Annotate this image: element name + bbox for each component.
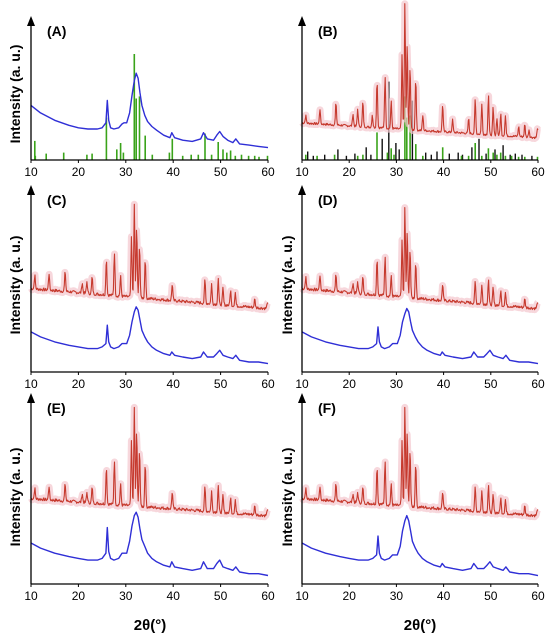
x-tick-label: 30 xyxy=(390,589,404,603)
x-tick-label: 20 xyxy=(72,377,86,391)
pattern-line-red xyxy=(301,207,539,311)
x-axis-title: 2θ(°) xyxy=(404,617,436,634)
pattern-line-red xyxy=(30,406,269,518)
x-tick-label: 50 xyxy=(214,165,228,179)
y-axis-title: Intensity (a. u.) xyxy=(279,236,295,335)
panel-label: (F) xyxy=(318,400,336,416)
pattern-line-red xyxy=(301,3,539,140)
x-tick-label: 20 xyxy=(72,589,86,603)
x-tick-label: 10 xyxy=(295,165,309,179)
x-tick-label: 60 xyxy=(261,377,275,391)
x-tick-label: 30 xyxy=(390,165,404,179)
panel-0: 10 20 30 40 50 60 (A) xyxy=(24,16,275,179)
x-tick-label: 30 xyxy=(119,165,133,179)
x-tick-label: 20 xyxy=(343,589,357,603)
y-axis-arrow-icon xyxy=(27,185,35,195)
panel-label: (E) xyxy=(47,400,66,416)
pattern-line-red xyxy=(301,406,539,518)
panel-5: 10 20 30 40 50 60 (F) xyxy=(295,393,545,603)
x-tick-label: 30 xyxy=(119,589,133,603)
y-axis-arrow-icon xyxy=(298,185,306,195)
x-tick-label: 60 xyxy=(261,165,275,179)
x-tick-label: 10 xyxy=(295,377,309,391)
x-tick-label: 60 xyxy=(261,589,275,603)
x-tick-label: 20 xyxy=(72,165,86,179)
panel-label: (C) xyxy=(47,192,66,208)
x-tick-label: 50 xyxy=(214,377,228,391)
x-tick-label: 50 xyxy=(214,589,228,603)
y-axis-title: Intensity (a. u.) xyxy=(7,236,23,335)
x-tick-label: 10 xyxy=(24,165,38,179)
x-tick-label: 40 xyxy=(437,165,451,179)
y-axis-title: Intensity (a. u.) xyxy=(279,448,295,547)
panel-3: 10 20 30 40 50 60 (D) xyxy=(295,185,545,391)
panel-label: (D) xyxy=(318,192,337,208)
y-axis-arrow-icon xyxy=(298,393,306,403)
x-tick-label: 30 xyxy=(119,377,133,391)
x-tick-label: 20 xyxy=(343,165,357,179)
y-axis-title: Intensity (a. u.) xyxy=(7,448,23,547)
x-tick-label: 30 xyxy=(390,377,404,391)
x-tick-label: 60 xyxy=(531,377,545,391)
pattern-halo xyxy=(299,204,541,314)
y-axis-title: Intensity (a. u.) xyxy=(7,45,23,144)
x-tick-label: 50 xyxy=(484,377,498,391)
y-axis-arrow-icon xyxy=(27,393,35,403)
x-tick-label: 50 xyxy=(484,165,498,179)
x-tick-label: 10 xyxy=(295,589,309,603)
y-axis-arrow-icon xyxy=(298,16,306,26)
pattern-line-blue xyxy=(30,511,269,577)
x-tick-label: 40 xyxy=(437,377,451,391)
x-tick-label: 20 xyxy=(343,377,357,391)
x-tick-label: 40 xyxy=(167,377,181,391)
panel-2: 10 20 30 40 50 60 (C) xyxy=(24,185,275,391)
panel-4: 10 20 30 40 50 60 (E) xyxy=(24,393,275,603)
x-tick-label: 40 xyxy=(167,165,181,179)
x-tick-label: 60 xyxy=(531,589,545,603)
x-tick-label: 50 xyxy=(484,589,498,603)
x-tick-label: 10 xyxy=(24,377,38,391)
pattern-line-blue xyxy=(301,307,539,365)
x-tick-label: 40 xyxy=(437,589,451,603)
pattern-line-blue xyxy=(30,72,269,149)
x-tick-label: 10 xyxy=(24,589,38,603)
panel-1: 10 20 30 40 50 60 (B) xyxy=(295,0,545,179)
panel-label: (A) xyxy=(47,23,66,39)
x-tick-label: 40 xyxy=(167,589,181,603)
panel-label: (B) xyxy=(318,23,337,39)
y-axis-arrow-icon xyxy=(27,16,35,26)
x-tick-label: 60 xyxy=(531,165,545,179)
pattern-line-red xyxy=(30,203,269,311)
x-axis-title: 2θ(°) xyxy=(134,617,166,634)
pattern-line-blue xyxy=(30,306,269,365)
pattern-line-blue xyxy=(301,514,539,577)
pattern-halo xyxy=(28,200,271,314)
